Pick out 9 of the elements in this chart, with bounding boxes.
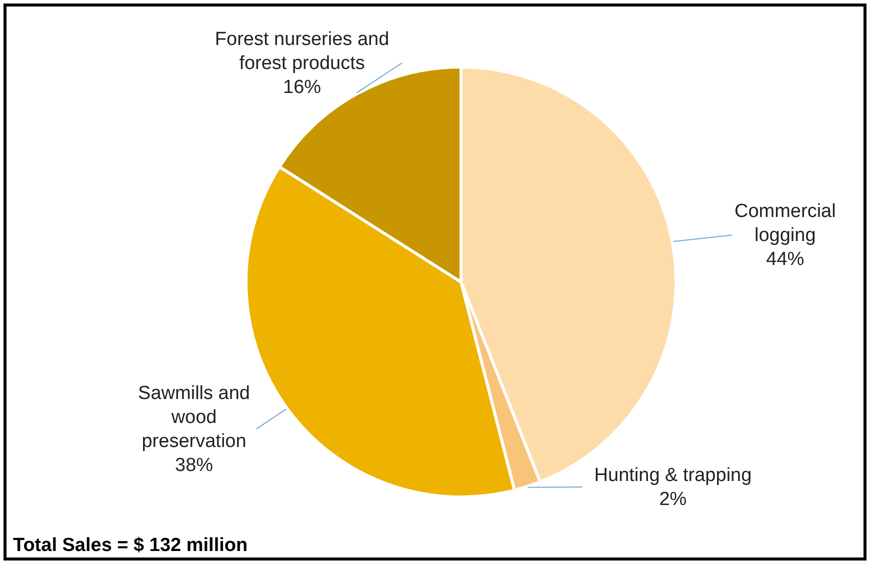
data-label: 38% (175, 454, 214, 476)
text: Total Sales = $ 132 million (13, 535, 248, 556)
slice-label: Hunting & trapping (594, 465, 752, 486)
data-label: 16% (283, 76, 322, 98)
slice-label: Sawmills and wood preservation (138, 382, 250, 452)
data-label: 44% (766, 249, 804, 270)
slice-label: Forest nurseries and forest products (214, 28, 390, 74)
data-label: 2% (659, 489, 687, 510)
slice-label: Commercial logging (734, 201, 836, 246)
